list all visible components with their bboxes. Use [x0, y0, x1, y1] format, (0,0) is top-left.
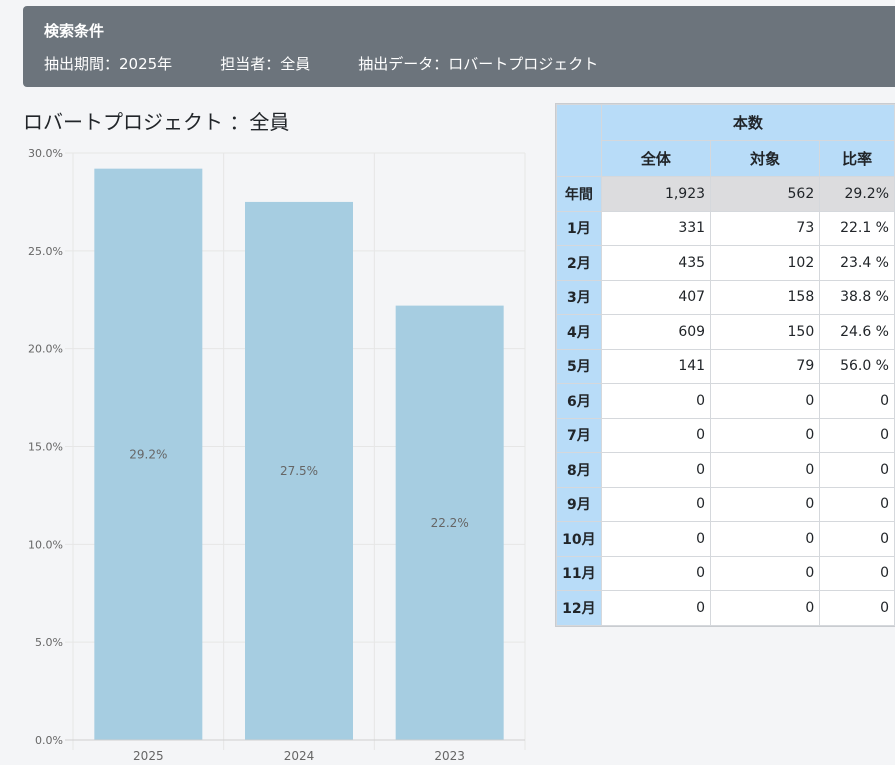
bar-data-label: 22.2%	[431, 516, 469, 530]
data-table-container: 本数 全体 対象 比率 年間 1,923 562 29.2% 1月 331 73 22.1 %…	[555, 103, 895, 627]
cell-total: 0	[600, 521, 712, 557]
y-tick-label: 20.0%	[28, 343, 63, 356]
data-table: 本数 全体 対象 比率 年間 1,923 562 29.2% 1月 331 73 22.1 %…	[556, 104, 895, 626]
cell-total: 0	[600, 417, 712, 453]
cell-ratio: 0	[819, 590, 895, 626]
row-label: 11月	[556, 555, 602, 591]
cell-target: 0	[710, 590, 821, 626]
table-row: 5月 141 79 56.0 %	[556, 348, 895, 384]
cell-ratio: 23.4 %	[819, 245, 895, 281]
cell-target: 0	[710, 383, 821, 419]
chart-title: ロバートプロジェクト ：全員	[23, 110, 290, 134]
y-tick-label: 10.0%	[28, 538, 63, 551]
search-conditions-panel: 検索条件 抽出期間：2025年 担当者：全員 抽出データ：ロバートプロジェクト	[23, 6, 895, 87]
y-tick-label: 25.0%	[28, 245, 63, 258]
cell-ratio: 29.2%	[819, 176, 895, 212]
table-row: 7月 0 0 0	[556, 417, 895, 453]
bar	[245, 201, 353, 740]
y-tick-label: 30.0%	[28, 147, 63, 160]
bar-data-label: 29.2%	[129, 447, 167, 461]
cell-total: 0	[600, 486, 712, 522]
bar	[94, 168, 203, 741]
y-tick-label: 0.0%	[35, 734, 63, 747]
table-row: 2月 435 102 23.4 %	[556, 245, 895, 281]
cell-target: 102	[710, 245, 821, 281]
cell-target: 0	[710, 521, 821, 557]
cell-target: 562	[710, 176, 821, 212]
cell-target: 0	[710, 417, 821, 453]
cell-target: 73	[710, 210, 821, 246]
table-row: 6月 0 0 0	[556, 383, 895, 419]
cell-total: 1,923	[600, 176, 712, 212]
cell-ratio: 0	[819, 452, 895, 488]
table-row: 8月 0 0 0	[556, 452, 895, 488]
row-label: 年間	[556, 176, 602, 212]
cell-total: 435	[600, 245, 712, 281]
y-tick-label: 5.0%	[35, 636, 63, 649]
table-row: 1月 331 73 22.1 %	[556, 210, 895, 246]
column-header-target: 対象	[710, 140, 821, 177]
row-label: 3月	[556, 279, 602, 315]
table-corner-header	[556, 104, 602, 177]
row-label: 12月	[556, 590, 602, 626]
x-tick-label: 2025	[133, 749, 164, 763]
x-tick-label: 2023	[434, 749, 465, 763]
cell-target: 0	[710, 486, 821, 522]
table-row-annual: 年間 1,923 562 29.2%	[556, 176, 895, 212]
row-label: 2月	[556, 245, 602, 281]
search-conditions-title: 検索条件	[44, 22, 105, 40]
cell-ratio: 56.0 %	[819, 348, 895, 384]
cell-target: 79	[710, 348, 821, 384]
table-row: 9月 0 0 0	[556, 486, 895, 522]
cell-ratio: 0	[819, 417, 895, 453]
cell-total: 0	[600, 590, 712, 626]
row-label: 8月	[556, 452, 602, 488]
cell-ratio: 0	[819, 383, 895, 419]
group-header: 本数	[600, 104, 895, 141]
table-row: 12月 0 0 0	[556, 590, 895, 626]
cell-ratio: 0	[819, 486, 895, 522]
row-label: 5月	[556, 348, 602, 384]
period-condition: 抽出期間：2025年	[44, 55, 173, 73]
table-row: 11月 0 0 0	[556, 555, 895, 591]
cell-total: 609	[600, 314, 712, 350]
row-label: 1月	[556, 210, 602, 246]
cell-total: 0	[600, 555, 712, 591]
row-label: 6月	[556, 383, 602, 419]
column-header-ratio: 比率	[819, 140, 895, 177]
cell-ratio: 22.1 %	[819, 210, 895, 246]
cell-ratio: 0	[819, 521, 895, 557]
cell-target: 0	[710, 555, 821, 591]
table-row: 10月 0 0 0	[556, 521, 895, 557]
data-condition: 抽出データ：ロバートプロジェクト	[358, 55, 599, 73]
table-row: 3月 407 158 38.8 %	[556, 279, 895, 315]
cell-target: 158	[710, 279, 821, 315]
cell-target: 150	[710, 314, 821, 350]
row-label: 4月	[556, 314, 602, 350]
search-conditions-row: 抽出期間：2025年 担当者：全員 抽出データ：ロバートプロジェクト	[44, 53, 895, 74]
cell-total: 407	[600, 279, 712, 315]
person-condition: 担当者：全員	[220, 55, 311, 73]
cell-total: 0	[600, 383, 712, 419]
row-label: 7月	[556, 417, 602, 453]
row-label: 10月	[556, 521, 602, 557]
cell-ratio: 0	[819, 555, 895, 591]
x-tick-label: 2024	[284, 749, 315, 763]
cell-ratio: 24.6 %	[819, 314, 895, 350]
cell-total: 0	[600, 452, 712, 488]
cell-total: 141	[600, 348, 712, 384]
row-label: 9月	[556, 486, 602, 522]
cell-ratio: 38.8 %	[819, 279, 895, 315]
bar-chart: 0.0% 5.0% 10.0% 15.0% 20.0% 25.0% 30.0% 29.2% 20…	[28, 147, 526, 763]
bar-data-label: 27.5%	[280, 464, 318, 478]
bar	[395, 305, 504, 740]
table-row: 4月 609 150 24.6 %	[556, 314, 895, 350]
cell-target: 0	[710, 452, 821, 488]
cell-total: 331	[600, 210, 712, 246]
y-tick-label: 15.0%	[28, 441, 63, 454]
column-header-total: 全体	[600, 140, 712, 177]
